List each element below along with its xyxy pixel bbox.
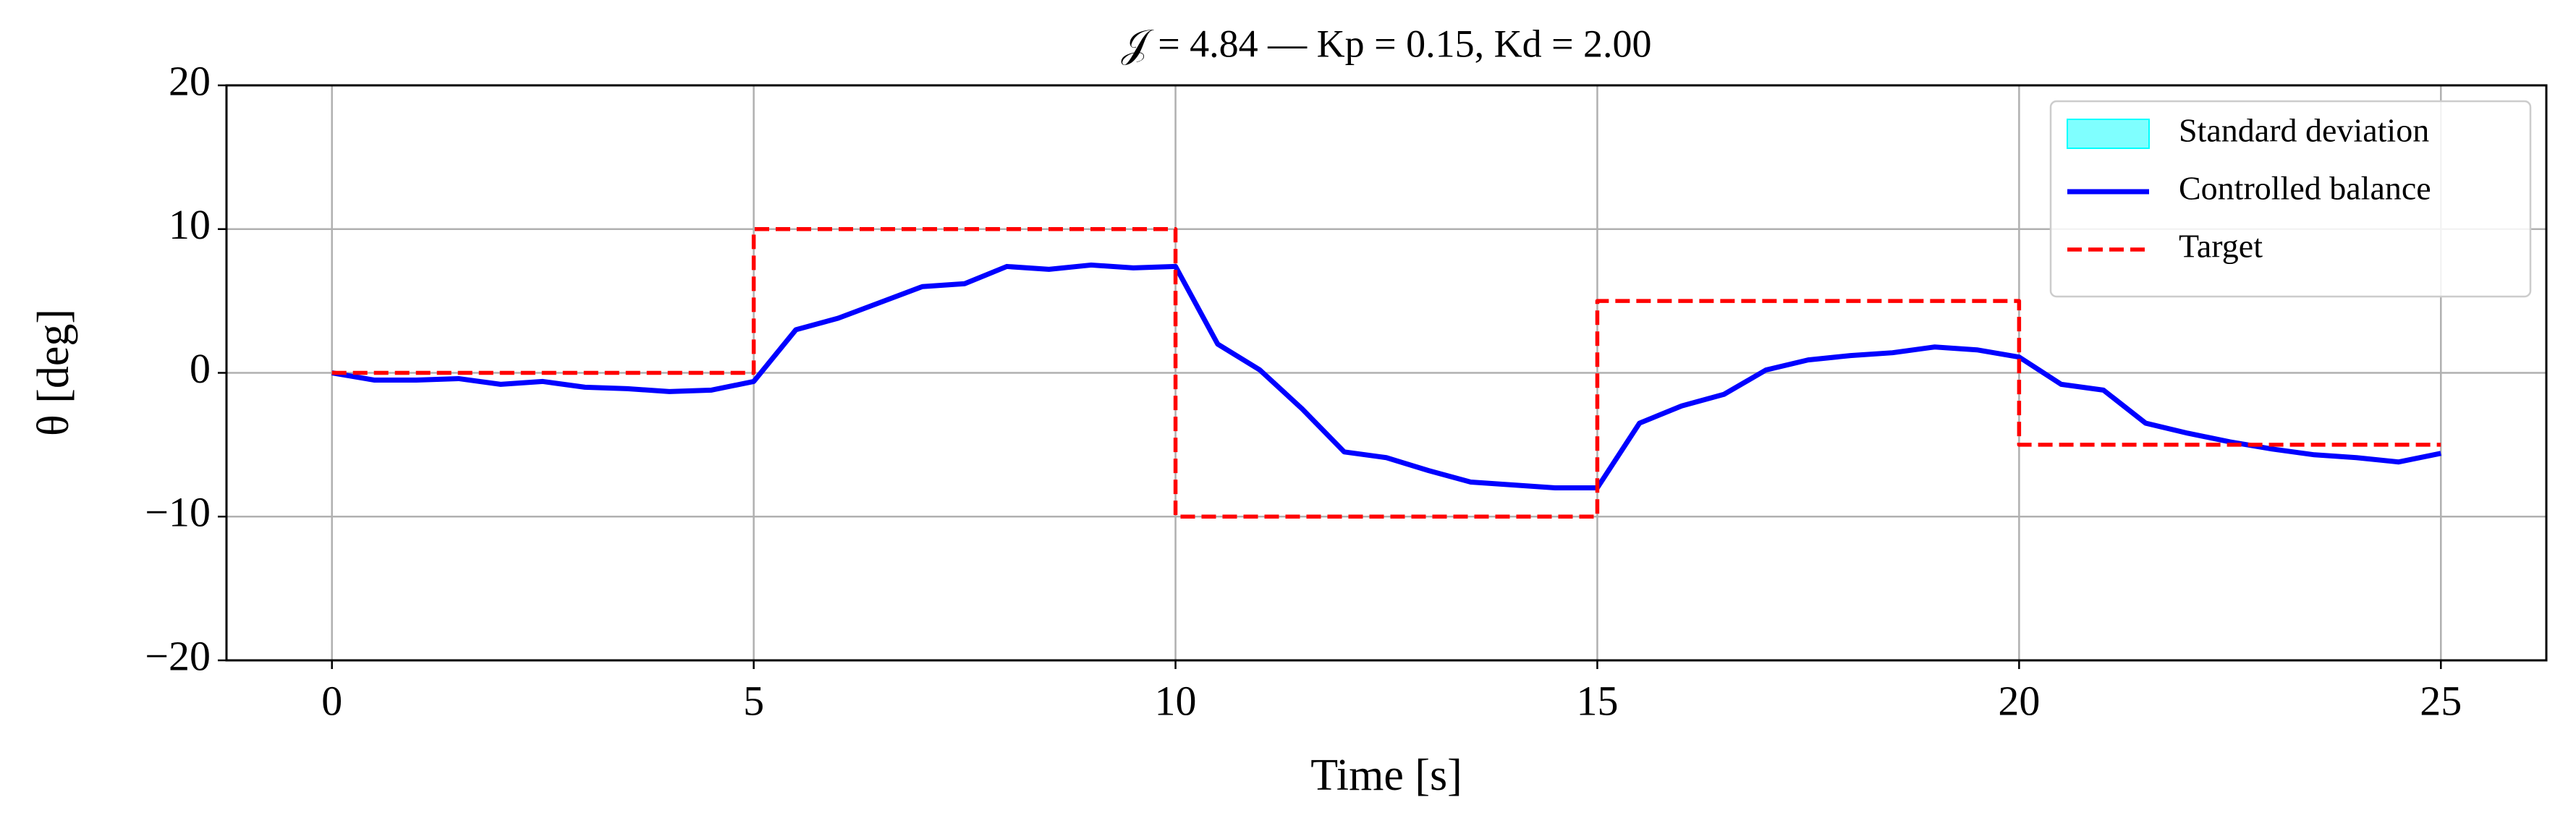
- x-tick-label: 10: [1155, 677, 1197, 724]
- line-series: [331, 262, 2441, 490]
- y-tick-label: 20: [169, 57, 211, 104]
- y-tick-label: 10: [169, 201, 211, 248]
- x-axis-label: Time [s]: [1310, 751, 1462, 800]
- plot-frame: [225, 84, 2548, 662]
- legend-label: Target: [2179, 228, 2263, 265]
- legend-label: Controlled balance: [2179, 170, 2431, 207]
- legend-label: Standard deviation: [2179, 112, 2429, 149]
- x-tick-label: 20: [1998, 677, 2040, 724]
- x-tick-label: 15: [1576, 677, 1618, 724]
- x-tick-label: 25: [2420, 677, 2462, 724]
- y-tick-label: −20: [145, 632, 211, 679]
- y-axis-label: θ [deg]: [29, 309, 78, 436]
- chart-title: 𝒥 = 4.84 — Kp = 0.15, Kd = 2.00: [1121, 22, 1651, 65]
- x-tick-label: 0: [321, 677, 342, 724]
- y-tick-label: −10: [145, 489, 211, 536]
- legend-box: [2049, 100, 2532, 298]
- legend-swatch: [2067, 119, 2150, 149]
- x-tick-label: 5: [743, 677, 764, 724]
- line-series: [331, 227, 2441, 519]
- y-tick-label: 0: [190, 345, 211, 392]
